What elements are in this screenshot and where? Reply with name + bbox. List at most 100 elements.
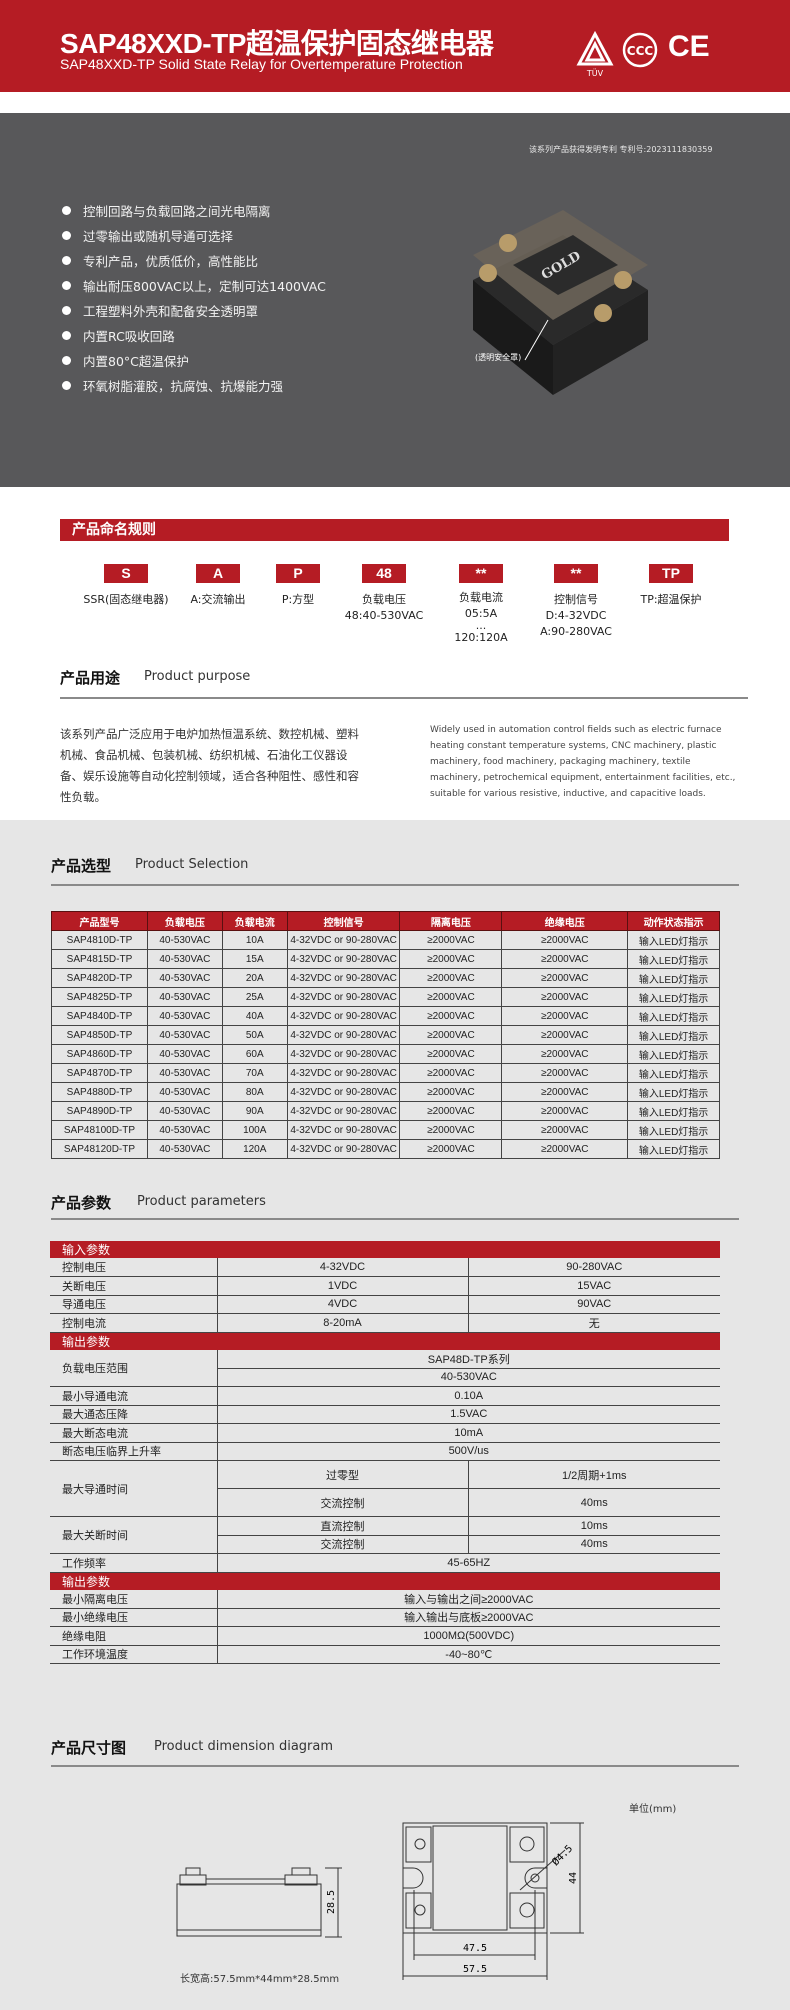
table-cell: 40-530VAC — [146, 1139, 223, 1159]
divider — [60, 697, 748, 699]
page-title: SAP48XXD-TP超温保护固态继电器 — [60, 28, 494, 59]
table-cell: ≥2000VAC — [501, 987, 629, 1007]
naming-label-line: A:交流输出 — [190, 593, 246, 606]
feature-item: 专利产品，优质低价，高性能比 — [62, 251, 258, 270]
tuv-text: TÜV — [586, 68, 604, 78]
table-cell: 50A — [221, 1025, 288, 1045]
dimension-title: 产品尺寸图 — [51, 1739, 127, 1757]
bullet-icon — [62, 231, 71, 240]
naming-code-box: P — [276, 564, 320, 583]
param-row: 交流控制 40ms — [50, 1535, 720, 1554]
param-value: 输入与输出之间≥2000VAC — [217, 1589, 720, 1609]
naming-label: P:方型 — [243, 592, 353, 608]
param-label: 最大关断时间 — [50, 1516, 218, 1554]
inner-width-label: 47.5 — [463, 1943, 487, 1954]
param-value-dc: 1VDC — [217, 1276, 469, 1296]
hole-diameter-label: Ø4.5 — [550, 1843, 576, 1869]
table-cell: SAP4820D-TP — [51, 968, 148, 988]
table-cell: ≥2000VAC — [501, 1044, 629, 1064]
table-cell: 4-32VDC or 90-280VAC — [286, 1120, 401, 1140]
section-bar: 输出参数 — [50, 1572, 720, 1590]
naming-rule-bar: 产品命名规则 — [60, 519, 729, 541]
param-value-ac: 无 — [468, 1313, 720, 1333]
bullet-icon — [62, 356, 71, 365]
table-cell: ≥2000VAC — [399, 1044, 503, 1064]
naming-label-line: A:90-280VAC — [540, 625, 612, 638]
param-value: -40~80℃ — [217, 1645, 720, 1664]
table-cell: ≥2000VAC — [501, 930, 629, 950]
ce-mark: CE — [668, 30, 710, 63]
table-cell: 输入LED灯指示 — [627, 968, 720, 988]
table-row: SAP4840D-TP 40-530VAC 40A 4-32VDC or 90-280… — [51, 1006, 720, 1026]
table-cell: 40-530VAC — [146, 987, 223, 1007]
side-view — [176, 1867, 342, 1938]
param-value: 10ms — [468, 1516, 720, 1536]
param-value-dc: 8-20mA — [217, 1313, 469, 1333]
table-cell: 120A — [221, 1139, 288, 1159]
param-row: 最小导通电流 0.10A — [50, 1386, 720, 1406]
dimension-caption: 长宽高:57.5mm*44mm*28.5mm — [180, 1974, 340, 1985]
table-cell: 40-530VAC — [146, 1101, 223, 1121]
table-cell: ≥2000VAC — [501, 1063, 629, 1083]
table-row: SAP48120D-TP 40-530VAC 120A 4-32VDC or 90-2… — [51, 1139, 720, 1159]
table-cell: ≥2000VAC — [399, 1120, 503, 1140]
table-cell: ≥2000VAC — [399, 949, 503, 969]
section-bar: 输入参数 — [50, 1241, 720, 1258]
param-label: 导通电压 — [50, 1295, 218, 1314]
naming-label: A:交流输出 — [163, 592, 273, 608]
table-row: SAP4860D-TP 40-530VAC 60A 4-32VDC or 90-280… — [51, 1044, 720, 1064]
bullet-icon — [62, 306, 71, 315]
table-cell: 4-32VDC or 90-280VAC — [286, 1044, 401, 1064]
param-value: 输入输出与底板≥2000VAC — [217, 1608, 720, 1627]
table-cell: 40-530VAC — [146, 1063, 223, 1083]
feature-item: 工程塑料外壳和配备安全透明罩 — [62, 301, 258, 320]
selection-title-en: Product Selection — [135, 857, 249, 872]
table-cell: SAP4890D-TP — [51, 1101, 148, 1121]
height-label: 28.5 — [326, 1890, 337, 1914]
param-value: 40ms — [468, 1488, 720, 1517]
selection-table: 产品型号 负载电压 负载电流 控制信号 隔离电压 绝缘电压 动作状态指示 SAP4810D-T… — [51, 911, 720, 1159]
table-cell: 80A — [221, 1082, 288, 1102]
naming-label-line: 控制信号 — [554, 593, 598, 606]
param-label: 最大导通时间 — [50, 1460, 218, 1517]
table-cell: ≥2000VAC — [399, 930, 503, 950]
table-cell: ≥2000VAC — [399, 1082, 503, 1102]
column-header: 绝缘电压 — [501, 911, 629, 931]
table-cell: ≥2000VAC — [501, 1101, 629, 1121]
table-cell: 输入LED灯指示 — [627, 1082, 720, 1102]
table-cell: 40-530VAC — [146, 1082, 223, 1102]
cover-label: (透明安全罩) — [475, 353, 522, 362]
table-cell: 输入LED灯指示 — [627, 1139, 720, 1159]
hero-section — [0, 113, 790, 487]
param-value: 45-65HZ — [217, 1553, 720, 1573]
param-value: 40-530VAC — [217, 1368, 720, 1387]
param-condition: 交流控制 — [217, 1535, 469, 1554]
table-cell: SAP4850D-TP — [51, 1025, 148, 1045]
param-value: 500V/us — [217, 1442, 720, 1461]
table-cell: 输入LED灯指示 — [627, 1006, 720, 1026]
naming-label-line: ... — [475, 619, 487, 632]
table-cell: 60A — [221, 1044, 288, 1064]
param-value: 1.5VAC — [217, 1405, 720, 1424]
param-label: 最小绝缘电压 — [50, 1608, 218, 1627]
column-header: 产品型号 — [51, 911, 148, 931]
table-cell: 4-32VDC or 90-280VAC — [286, 930, 401, 950]
section-bar-row: 输出参数 — [50, 1332, 720, 1350]
naming-label-line: P:方型 — [281, 593, 315, 606]
param-value-dc: 4-32VDC — [217, 1258, 469, 1277]
feature-item: 内置80°C超温保护 — [62, 351, 189, 370]
param-row: 最大导通时间 过零型 1/2周期+1ms — [50, 1460, 720, 1517]
feature-text: 专利产品，优质低价，高性能比 — [83, 254, 259, 269]
param-label: 断态电压临界上升率 — [50, 1442, 218, 1461]
params-title-en: Product parameters — [137, 1194, 266, 1209]
param-label: 关断电压 — [50, 1276, 218, 1296]
table-cell: 40-530VAC — [146, 949, 223, 969]
header-banner — [0, 0, 790, 92]
naming-label-line: 120:120A — [454, 631, 508, 644]
param-value: 40ms — [468, 1535, 720, 1554]
table-row: SAP4870D-TP 40-530VAC 70A 4-32VDC or 90-280… — [51, 1063, 720, 1083]
table-cell: SAP4815D-TP — [51, 949, 148, 969]
purpose-text-en: Widely used in automation control fields… — [430, 725, 736, 799]
param-label: 控制电压 — [50, 1258, 218, 1277]
feature-item: 控制回路与负载回路之间光电隔离 — [62, 201, 271, 220]
